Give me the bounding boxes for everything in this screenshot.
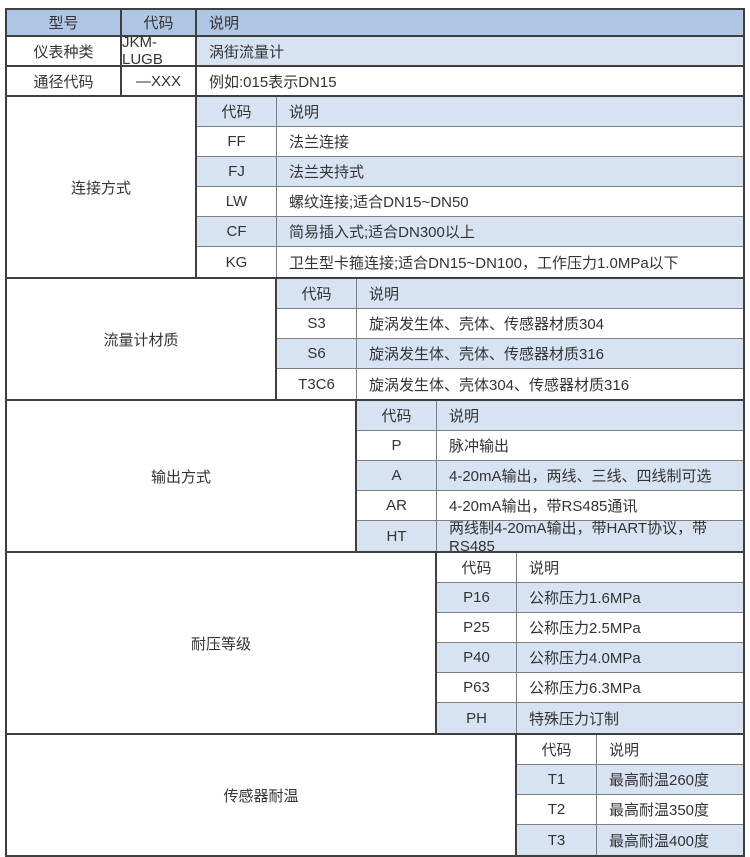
desc-cell: 公称压力4.0MPa xyxy=(529,650,641,667)
spec-row: FF 法兰连接 xyxy=(197,127,743,157)
spec-row: P63 公称压力6.3MPa xyxy=(437,673,743,703)
spec-row: P16 公称压力1.6MPa xyxy=(437,583,743,613)
spec-row: P40 公称压力4.0MPa xyxy=(437,643,743,673)
sub-header-code: 代码 xyxy=(517,735,597,764)
desc-cell: 旋涡发生体、壳体、传感器材质316 xyxy=(369,346,605,363)
spec-row: S3 旋涡发生体、壳体、传感器材质304 xyxy=(277,309,743,339)
code-cell: S3 xyxy=(277,309,357,338)
category-cell: 仪表种类 xyxy=(7,37,122,65)
desc-cell: 法兰夹持式 xyxy=(289,164,365,181)
desc-cell: 涡街流量计 xyxy=(197,37,743,65)
desc-cell: 公称压力6.3MPa xyxy=(529,680,641,697)
desc-cell: 4-20mA输出，两线、三线、四线制可选 xyxy=(449,468,712,485)
sub-header-desc: 说明 xyxy=(449,408,480,425)
desc-cell: 旋涡发生体、壳体、传感器材质304 xyxy=(369,316,605,333)
category-cell: 耐压等级 xyxy=(7,553,437,733)
desc-cell: 公称压力1.6MPa xyxy=(529,590,641,607)
sub-header-row: 代码 说明 xyxy=(517,735,743,765)
spec-row: PH 特殊压力订制 xyxy=(437,703,743,733)
desc-cell: 最高耐温260度 xyxy=(609,772,710,789)
sub-header-desc: 说明 xyxy=(289,104,320,121)
code-cell: P25 xyxy=(437,613,517,642)
desc-cell: 卫生型卡箍连接;适合DN15~DN100，工作压力1.0MPa以下 xyxy=(289,254,679,272)
spec-row: T1 最高耐温260度 xyxy=(517,765,743,795)
spec-row: P 脉冲输出 xyxy=(357,431,743,461)
spec-row: T2 最高耐温350度 xyxy=(517,795,743,825)
sub-header-desc: 说明 xyxy=(369,286,400,303)
category-cell: 输出方式 xyxy=(7,401,357,551)
category-cell: 通径代码 xyxy=(7,67,122,95)
sub-header-code: 代码 xyxy=(197,97,277,126)
section-sensor-temperature: 传感器耐温 代码 说明 T1 最高耐温260度 T2 最高耐温350度 T3 最… xyxy=(7,735,743,855)
desc-cell: 螺纹连接;适合DN15~DN50 xyxy=(289,194,469,211)
header-model-cell: 型号 xyxy=(7,10,122,35)
desc-cell: 公称压力2.5MPa xyxy=(529,620,641,637)
spec-row: AR 4-20mA输出，带RS485通讯 xyxy=(357,491,743,521)
header-desc-cell: 说明 xyxy=(197,10,743,35)
desc-cell: 4-20mA输出，带RS485通讯 xyxy=(449,498,638,515)
table-header-row: 型号 代码 说明 xyxy=(7,10,743,37)
sub-header-row: 代码 说明 xyxy=(357,401,743,431)
code-cell: JKM-LUGB xyxy=(122,34,197,68)
spec-row: CF 简易插入式;适合DN300以上 xyxy=(197,217,743,247)
desc-cell: 法兰连接 xyxy=(289,134,350,151)
code-cell: LW xyxy=(197,187,277,216)
sub-header-desc: 说明 xyxy=(609,742,640,759)
sub-header-code: 代码 xyxy=(437,553,517,582)
sub-header-code: 代码 xyxy=(357,401,437,430)
code-cell: FJ xyxy=(197,157,277,186)
spec-row: A 4-20mA输出，两线、三线、四线制可选 xyxy=(357,461,743,491)
code-cell: —XXX xyxy=(122,67,197,95)
sub-header-code: 代码 xyxy=(277,279,357,308)
section-material: 流量计材质 代码 说明 S3 旋涡发生体、壳体、传感器材质304 S6 旋涡发生… xyxy=(7,279,743,401)
code-cell: CF xyxy=(197,217,277,246)
code-cell: P40 xyxy=(437,643,517,672)
desc-cell: 脉冲输出 xyxy=(449,438,510,455)
spec-row: HT 两线制4-20mA输出，带HART协议，带RS485 xyxy=(357,520,743,555)
section-pressure-rating: 耐压等级 代码 说明 P16 公称压力1.6MPa P25 公称压力2.5MPa… xyxy=(7,553,743,735)
category-cell: 流量计材质 xyxy=(7,279,277,399)
spec-row: LW 螺纹连接;适合DN15~DN50 xyxy=(197,187,743,217)
code-cell: T3C6 xyxy=(277,369,357,399)
desc-cell: 最高耐温350度 xyxy=(609,802,710,819)
sub-header-row: 代码 说明 xyxy=(437,553,743,583)
section-output-type: 输出方式 代码 说明 P 脉冲输出 A 4-20mA输出，两线、三线、四线制可选… xyxy=(7,401,743,555)
code-cell: T2 xyxy=(517,795,597,824)
code-cell: KG xyxy=(197,247,277,277)
code-cell: PH xyxy=(437,703,517,733)
code-cell: P16 xyxy=(437,583,517,612)
spec-row: P25 公称压力2.5MPa xyxy=(437,613,743,643)
code-cell: HT xyxy=(357,521,437,551)
code-cell: FF xyxy=(197,127,277,156)
code-cell: S6 xyxy=(277,339,357,368)
desc-cell: 例如:015表示DN15 xyxy=(197,67,743,95)
sub-header-desc: 说明 xyxy=(529,560,560,577)
code-cell: A xyxy=(357,461,437,490)
model-selection-table: 型号 代码 说明 仪表种类 JKM-LUGB 涡街流量计 通径代码 —XXX 例… xyxy=(5,8,745,857)
desc-cell: 两线制4-20mA输出，带HART协议，带RS485 xyxy=(449,520,708,555)
code-cell: T1 xyxy=(517,765,597,794)
desc-cell: 简易插入式;适合DN300以上 xyxy=(289,224,475,241)
spec-row: T3C6 旋涡发生体、壳体304、传感器材质316 xyxy=(277,369,743,399)
sub-header-row: 代码 说明 xyxy=(197,97,743,127)
spec-row: KG 卫生型卡箍连接;适合DN15~DN100，工作压力1.0MPa以下 xyxy=(197,247,743,277)
category-cell: 连接方式 xyxy=(7,97,197,277)
header-code-cell: 代码 xyxy=(122,10,197,35)
sub-header-row: 代码 说明 xyxy=(277,279,743,309)
row-diameter-code: 通径代码 —XXX 例如:015表示DN15 xyxy=(7,67,743,97)
section-connection-type: 连接方式 代码 说明 FF 法兰连接 FJ 法兰夹持式 LW 螺纹连接;适合DN… xyxy=(7,97,743,279)
desc-cell: 特殊压力订制 xyxy=(529,710,620,728)
spec-row: S6 旋涡发生体、壳体、传感器材质316 xyxy=(277,339,743,369)
code-cell: AR xyxy=(357,491,437,520)
desc-cell: 最高耐温400度 xyxy=(609,832,710,850)
spec-row: T3 最高耐温400度 xyxy=(517,825,743,855)
code-cell: T3 xyxy=(517,825,597,855)
code-cell: P xyxy=(357,431,437,460)
code-cell: P63 xyxy=(437,673,517,702)
row-instrument-type: 仪表种类 JKM-LUGB 涡街流量计 xyxy=(7,34,743,68)
category-cell: 传感器耐温 xyxy=(7,735,517,855)
desc-cell: 旋涡发生体、壳体304、传感器材质316 xyxy=(369,376,630,394)
spec-row: FJ 法兰夹持式 xyxy=(197,157,743,187)
